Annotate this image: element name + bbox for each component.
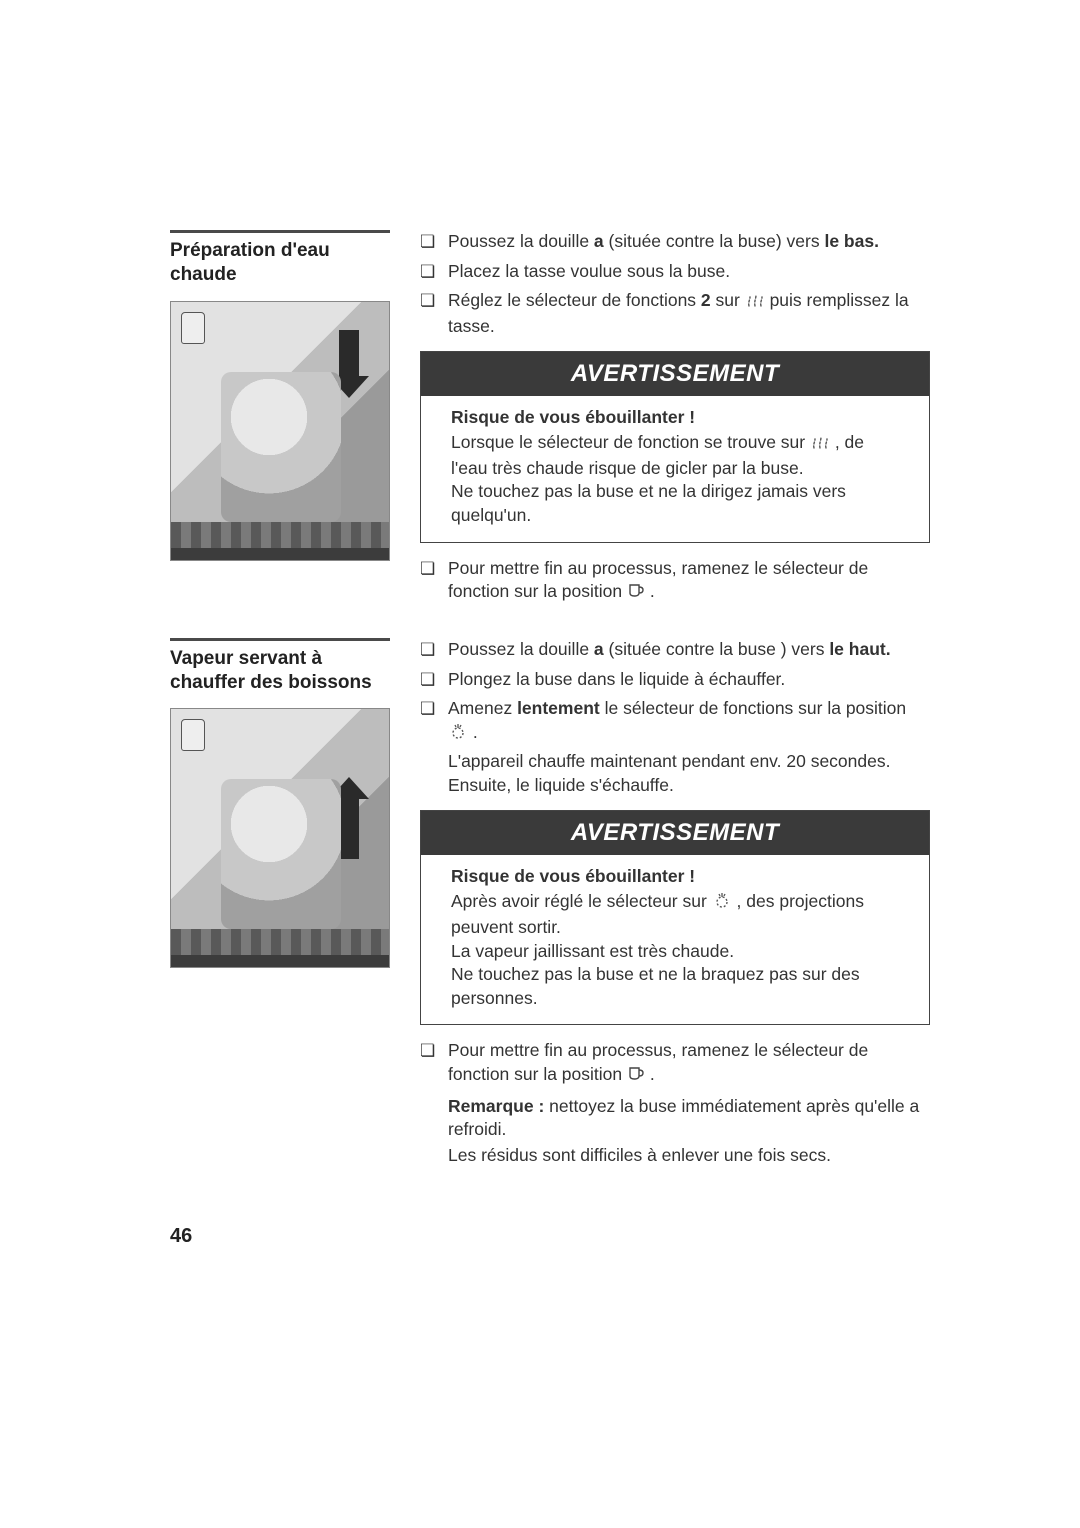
bold-text: lentement	[517, 698, 600, 718]
steam-icon	[810, 433, 830, 457]
bold-text: le bas.	[824, 231, 878, 251]
steam-circle-icon	[712, 891, 732, 916]
bold-text: a	[594, 639, 604, 659]
left-column: Vapeur servant à chauffer des boissons	[170, 638, 390, 1168]
text: sur	[711, 290, 745, 310]
illus-strip2	[171, 548, 389, 560]
instruction-list: Pour mettre fin au processus, ramenez le…	[420, 557, 930, 606]
warning-line: Après avoir réglé le sélecteur sur , des…	[451, 890, 899, 939]
text: Après avoir réglé le sélecteur sur	[451, 891, 712, 911]
text: Poussez la douille	[448, 231, 594, 251]
section-hot-water: Préparation d'eau chaude Poussez la doui…	[170, 230, 930, 612]
text: .	[468, 722, 478, 742]
warning-title: AVERTISSEMENT	[421, 811, 929, 855]
bold-text: a	[594, 231, 604, 251]
illustration-hot-water	[170, 301, 390, 561]
warning-risk: Risque de vous ébouillanter !	[451, 406, 899, 430]
text: Plongez la buse dans le liquide à échauf…	[448, 669, 785, 689]
instruction-list: Poussez la douille a (située contre la b…	[420, 638, 930, 747]
steam-icon	[745, 291, 765, 315]
text: Lorsque le sélecteur de fonction se trou…	[451, 432, 810, 452]
text: Poussez la douille	[448, 639, 594, 659]
instruction-list: Poussez la douille a (située contre la b…	[420, 230, 930, 339]
bold-text: 2	[701, 290, 711, 310]
warning-risk: Risque de vous ébouillanter !	[451, 865, 899, 889]
instruction-item: Réglez le sélecteur de fonctions 2 sur p…	[420, 289, 930, 338]
right-column: Poussez la douille a (située contre la b…	[420, 638, 930, 1168]
text: .	[645, 1064, 655, 1084]
text: (située contre la buse ) vers	[604, 639, 830, 659]
illustration-steam	[170, 708, 390, 968]
text: (située contre la buse) vers	[604, 231, 825, 251]
warning-line: Lorsque le sélecteur de fonction se trou…	[451, 431, 899, 480]
arrow-down-icon	[339, 330, 359, 378]
note: Remarque : nettoyez la buse immédiatemen…	[420, 1095, 930, 1142]
section-steam: Vapeur servant à chauffer des boissons P…	[170, 638, 930, 1168]
text: Pour mettre fin au processus, ramenez le…	[448, 1040, 868, 1084]
right-column: Poussez la douille a (située contre la b…	[420, 230, 930, 612]
text: Réglez le sélecteur de fonctions	[448, 290, 701, 310]
instruction-list: Pour mettre fin au processus, ramenez le…	[420, 1039, 930, 1088]
warning-body: Risque de vous ébouillanter ! Après avoi…	[421, 855, 929, 1025]
note: Les résidus sont difficiles à enlever un…	[420, 1144, 930, 1168]
instruction-item: Pour mettre fin au processus, ramenez le…	[420, 557, 930, 606]
warning-line: Ne touchez pas la buse et ne la braquez …	[451, 963, 899, 1010]
warning-line: La vapeur jaillissant est très chaude.	[451, 940, 899, 964]
instruction-item: Pour mettre fin au processus, ramenez le…	[420, 1039, 930, 1088]
instruction-item: Amenez lentement le sélecteur de fonctio…	[420, 697, 930, 746]
instruction-item: Placez la tasse voulue sous la buse.	[420, 260, 930, 284]
instruction-item: Poussez la douille a (située contre la b…	[420, 638, 930, 662]
arrow-up-icon	[339, 799, 359, 859]
page-number: 46	[170, 1225, 192, 1248]
text: Amenez	[448, 698, 517, 718]
instruction-item: Poussez la douille a (située contre la b…	[420, 230, 930, 254]
text: .	[645, 581, 655, 601]
illus-strip	[171, 929, 389, 955]
instruction-subtext: L'appareil chauffe maintenant pendant en…	[420, 750, 930, 797]
illus-strip2	[171, 955, 389, 967]
steam-circle-icon	[448, 722, 468, 747]
note-label: Remarque :	[448, 1096, 544, 1116]
section-heading-steam: Vapeur servant à chauffer des boissons	[170, 638, 390, 695]
text: Pour mettre fin au processus, ramenez le…	[448, 558, 868, 602]
section-heading-hot-water: Préparation d'eau chaude	[170, 230, 390, 287]
warning-body: Risque de vous ébouillanter ! Lorsque le…	[421, 396, 929, 542]
bold-text: le haut.	[829, 639, 890, 659]
warning-title: AVERTISSEMENT	[421, 352, 929, 396]
warning-box: AVERTISSEMENT Risque de vous ébouillante…	[420, 351, 930, 543]
cup-icon	[627, 1064, 645, 1089]
illus-strip	[171, 522, 389, 548]
warning-line: Ne touchez pas la buse et ne la dirigez …	[451, 480, 899, 527]
instruction-item: Plongez la buse dans le liquide à échauf…	[420, 668, 930, 692]
text: Placez la tasse voulue sous la buse.	[448, 261, 730, 281]
warning-box: AVERTISSEMENT Risque de vous ébouillante…	[420, 810, 930, 1026]
page: Préparation d'eau chaude Poussez la doui…	[0, 0, 1080, 1528]
left-column: Préparation d'eau chaude	[170, 230, 390, 612]
cup-icon	[627, 581, 645, 606]
text: le sélecteur de fonctions sur la positio…	[600, 698, 906, 718]
